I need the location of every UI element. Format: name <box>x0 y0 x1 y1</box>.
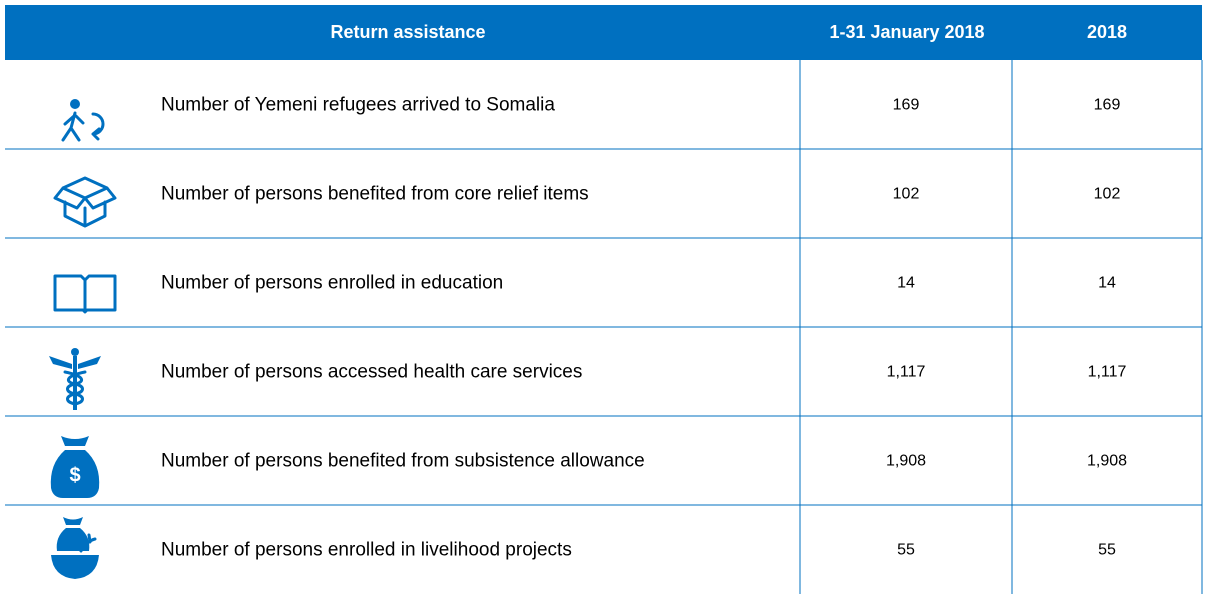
cell-value: 169 <box>1094 97 1121 114</box>
row-label: Number of persons enrolled in education <box>161 273 503 294</box>
cell-value: 1,908 <box>1087 453 1127 470</box>
cell-value: 14 <box>897 275 915 292</box>
icon-book <box>53 274 117 314</box>
cell-value: 1,908 <box>886 453 926 470</box>
icon-walking <box>61 99 105 142</box>
row-label: Number of persons accessed health care s… <box>161 362 582 383</box>
header-cell: 2018 <box>1087 22 1127 42</box>
row-label: Number of Yemeni refugees arrived to Som… <box>161 95 555 116</box>
row-label: Number of persons benefited from subsist… <box>161 451 645 472</box>
cell-value: 169 <box>893 97 920 114</box>
header-cell: 1-31 January 2018 <box>829 22 984 42</box>
header-cell: Return assistance <box>330 22 485 42</box>
icon-caduceus <box>49 348 101 410</box>
cell-value: 1,117 <box>1088 364 1127 381</box>
dollar-sign: $ <box>69 464 80 486</box>
cell-value: 55 <box>897 542 915 559</box>
header-bar <box>5 5 1202 60</box>
row-label: Number of persons benefited from core re… <box>161 184 589 205</box>
row-label: Number of persons enrolled in livelihood… <box>161 540 572 561</box>
icon-money-bag: $ <box>50 436 100 498</box>
cell-value: 1,117 <box>887 364 926 381</box>
cell-value: 14 <box>1098 275 1116 292</box>
cell-value: 55 <box>1098 542 1116 559</box>
icon-livelihood <box>51 517 99 579</box>
cell-value: 102 <box>1094 186 1121 203</box>
cell-value: 102 <box>893 186 920 203</box>
icon-box <box>53 176 117 228</box>
